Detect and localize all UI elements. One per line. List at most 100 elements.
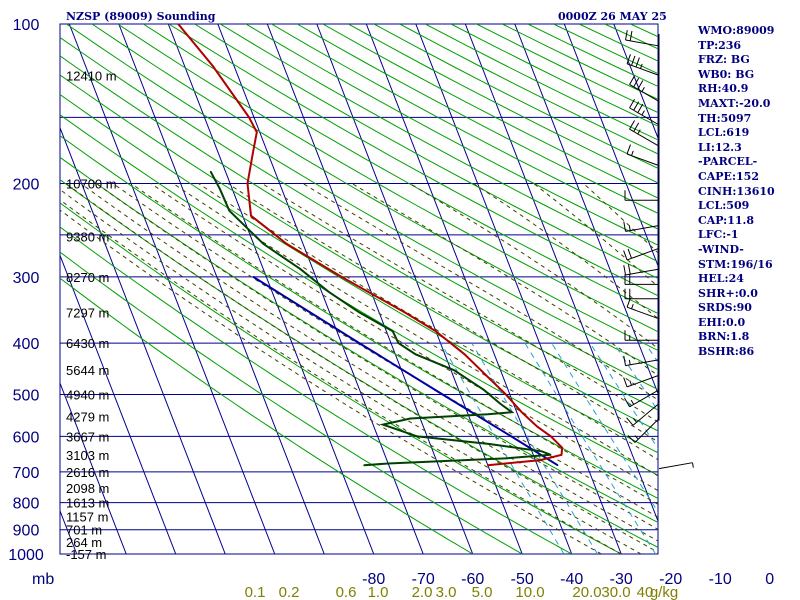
dry-adiabat [60, 226, 572, 554]
wind-barb-staff [629, 389, 660, 408]
indices-panel: WMO:89009 TP:236 FRZ: BG WB0: BG RH:40.9 MAXT… [698, 24, 775, 360]
index-item: SHR+:0.0 [698, 286, 758, 300]
wind-barb-staff [625, 359, 660, 367]
wind-barb [624, 288, 659, 300]
mixing-ratio-label: 20.0 [572, 584, 601, 600]
moist-adiabat [473, 183, 658, 320]
dewpoint-point [483, 389, 485, 391]
wind-barb [623, 264, 660, 276]
dry-adiabat [194, 24, 658, 279]
mixing-ratio-label: 0.2 [279, 584, 300, 600]
dry-adiabat [245, 24, 658, 246]
index-item: TH:5097 [698, 111, 752, 125]
mb-label: mb [32, 571, 54, 588]
wind-barb [623, 221, 660, 232]
mixing-ratio-line [739, 343, 800, 554]
height-label: 3103 m [66, 448, 109, 463]
wind-barb-flag [637, 80, 644, 90]
isotherm-0 [563, 24, 658, 268]
moist-adiabats [60, 183, 658, 554]
pressure-tick-500: 500 [13, 387, 40, 404]
temperature-point [252, 152, 254, 154]
wind-barb-flag [624, 397, 630, 408]
mixing-ratio-label: 30.0 [601, 584, 630, 600]
mixing-ratio-label: 0.6 [336, 584, 357, 600]
isotherm--130 [60, 381, 127, 554]
pressure-tick-700: 700 [13, 465, 40, 482]
temp-tick--40: -40 [560, 571, 583, 588]
wind-barb-staff [626, 374, 660, 388]
isotherm--100 [68, 24, 276, 554]
moist-adiabat [60, 188, 642, 554]
dry-adiabat [219, 24, 658, 263]
wind-barb-flag [629, 120, 635, 130]
dewpoint-point [262, 243, 265, 245]
temp-tick--50: -50 [511, 571, 534, 588]
index-item: WMO:89009 [698, 24, 775, 37]
height-label: 1157 m [66, 510, 108, 525]
wind-barb [627, 418, 660, 443]
moist-adiabat [65, 183, 658, 553]
wind-barb-staff [625, 39, 660, 47]
parcel-point [358, 342, 361, 344]
isotherm--50 [316, 24, 523, 554]
wind-barb-flag [637, 103, 644, 113]
index-item: BRN:1.8 [698, 330, 750, 344]
dewpoint-point [299, 268, 302, 270]
pressure-tick-400: 400 [13, 336, 40, 353]
dry-adiabat [66, 24, 658, 371]
index-item: MAXT:-20.0 [698, 96, 771, 110]
dewpoint-point [387, 462, 390, 465]
pressure-tick-1000: 1000 [8, 547, 44, 564]
dry-adiabat [60, 36, 658, 391]
dewpoint-point [488, 443, 491, 445]
temp-tick--10: -10 [709, 571, 732, 588]
temp-tick--70: -70 [412, 571, 435, 588]
index-item: CAP:11.8 [698, 213, 755, 227]
wind-barb-flag [629, 98, 635, 109]
temperature-point [485, 374, 487, 377]
wind-barb-staff [629, 107, 660, 126]
wind-barb-staff [626, 247, 660, 261]
wind-barb-staff [629, 84, 660, 102]
dry-adiabat [60, 179, 658, 548]
temperature-profile [177, 24, 564, 467]
index-item: HEL:24 [698, 272, 744, 286]
dewpoint-point [504, 457, 506, 460]
height-label: 12410 m [66, 68, 117, 83]
dry-adiabat [91, 24, 658, 351]
moist-adiabat [351, 183, 658, 377]
height-label: 3667 m [66, 429, 109, 444]
mixing-ratio-label: g/kg [650, 584, 678, 600]
temperature-point [212, 65, 214, 67]
index-item: LI:12.3 [698, 140, 742, 154]
index-item: BSHR:86 [698, 345, 755, 359]
dewpoint-point [228, 209, 231, 212]
dewpoint-point [487, 413, 489, 416]
dry-adiabat [117, 24, 658, 333]
mixing-ratio-line [551, 342, 658, 513]
pressure-tick-900: 900 [13, 523, 40, 540]
pressure-tick-200: 200 [13, 177, 40, 194]
moist-adiabat [130, 183, 658, 505]
dewpoint-line [209, 171, 551, 467]
mixing-ratio-line [471, 342, 598, 554]
wind-barb-staff [626, 63, 660, 76]
moist-adiabat [80, 183, 658, 542]
wind-barb [626, 54, 660, 76]
parcel-point [510, 435, 513, 438]
isotherm--10 [514, 24, 658, 395]
height-label: 264 m [66, 535, 102, 550]
wind-barb-staff [625, 268, 660, 276]
dewpoint-profile [209, 170, 552, 467]
wind-barb-flag [633, 77, 640, 88]
isotherm--70 [217, 24, 424, 554]
temperature-point [536, 425, 538, 428]
temperature-point [246, 182, 249, 185]
dewpoint-point [382, 423, 384, 426]
dewpoint-point [209, 170, 212, 173]
wind-barb-flag [623, 250, 628, 261]
wind-barb [623, 374, 660, 388]
temperature-point [550, 435, 552, 438]
